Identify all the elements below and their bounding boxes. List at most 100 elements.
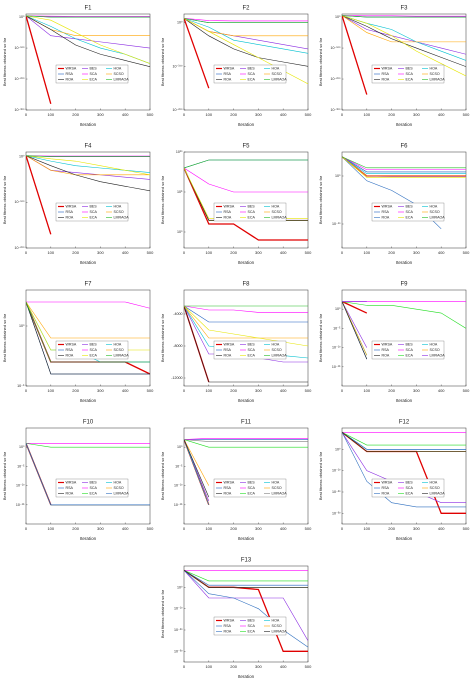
legend-label: LMRAOA — [114, 215, 130, 219]
y-tick-label: 10⁰ — [335, 307, 341, 311]
y-tick-label: 10⁻¹⁰ — [332, 346, 341, 350]
legend-label: SCSO — [272, 486, 282, 490]
legend-label: WRSA — [66, 480, 77, 484]
x-tick-label: 200 — [72, 250, 79, 255]
y-tick-label: 10⁻³⁰⁰ — [331, 108, 342, 112]
legend-label: BES — [90, 342, 98, 346]
y-tick-label: 10⁰ — [19, 155, 25, 159]
x-tick-label: 200 — [230, 526, 237, 531]
legend-label: HOA — [114, 480, 122, 484]
x-tick-label: 500 — [305, 250, 312, 255]
y-axis-label: Best fitness obtained so far — [318, 175, 323, 224]
y-axis-label: Best fitness obtained so far — [2, 451, 7, 500]
legend-label: SCA — [248, 348, 256, 352]
legend-label: LMRAOA — [114, 77, 130, 81]
legend-label: HOA — [114, 204, 122, 208]
y-tick-label: 10⁰ — [19, 15, 25, 19]
legend-label: ECA — [90, 215, 98, 219]
legend-label: HOA — [430, 480, 438, 484]
x-tick-label: 400 — [438, 250, 445, 255]
x-tick-label: 0 — [183, 664, 186, 669]
x-tick-label: 200 — [388, 250, 395, 255]
legend-label: LMRAOA — [430, 353, 446, 357]
legend-label: ROA — [66, 77, 74, 81]
x-tick-label: 300 — [413, 388, 420, 393]
x-tick-label: 500 — [147, 250, 154, 255]
x-tick-label: 0 — [25, 250, 28, 255]
x-tick-label: 300 — [97, 250, 104, 255]
legend-label: HOA — [272, 204, 280, 208]
chart-title: F3 — [400, 6, 408, 12]
legend-label: SCSO — [430, 210, 440, 214]
legend-label: HOA — [430, 66, 438, 70]
x-tick-label: 500 — [305, 112, 312, 117]
y-tick-label: 10⁰ — [335, 15, 341, 19]
legend-label: HOA — [272, 618, 280, 622]
legend-label: BES — [90, 204, 98, 208]
x-tick-label: 300 — [255, 526, 262, 531]
y-tick-label: 10⁻¹⁰⁰ — [173, 64, 184, 68]
legend-label: WRSA — [382, 66, 393, 70]
x-axis-label: Iteration — [80, 122, 97, 127]
legend-label: WRSA — [224, 204, 235, 208]
x-tick-label: 400 — [438, 526, 445, 531]
y-tick-label: 10⁻⁵ — [333, 326, 341, 330]
x-tick-label: 300 — [413, 526, 420, 531]
x-tick-label: 100 — [205, 526, 212, 531]
y-tick-label: 10⁻¹⁰ — [332, 222, 341, 226]
x-tick-label: 500 — [463, 388, 470, 393]
y-tick-label: 10⁰ — [177, 230, 183, 234]
legend-label: RSA — [224, 486, 232, 490]
legend-label: SCA — [406, 210, 414, 214]
legend-label: HOA — [272, 342, 280, 346]
y-axis-label: Best fitness obtained so far — [2, 175, 7, 224]
x-tick-label: 0 — [183, 250, 186, 255]
legend-label: SCA — [90, 348, 98, 352]
legend-label: LMRAOA — [272, 353, 288, 357]
legend-label: BES — [406, 342, 414, 346]
legend-label: WRSA — [382, 480, 393, 484]
x-axis-label: Iteration — [238, 260, 255, 265]
legend-label: WRSA — [224, 480, 235, 484]
x-tick-label: 200 — [230, 664, 237, 669]
y-tick-label: 10⁻¹⁰⁰ — [15, 46, 26, 50]
chart-title: F11 — [241, 420, 252, 426]
legend-label: ECA — [406, 491, 414, 495]
legend-label: BES — [248, 204, 256, 208]
x-tick-label: 200 — [230, 388, 237, 393]
chart-title: F2 — [242, 6, 250, 12]
y-tick-label: -8000 — [173, 344, 182, 348]
x-tick-label: 500 — [305, 388, 312, 393]
x-tick-label: 100 — [205, 250, 212, 255]
y-tick-label: 10⁻⁵ — [175, 464, 183, 468]
legend-label: ECA — [90, 353, 98, 357]
x-tick-label: 0 — [183, 388, 186, 393]
y-tick-label: 10⁻²⁰ — [174, 628, 183, 632]
legend-label: SCSO — [272, 348, 282, 352]
chart-title: F5 — [242, 144, 250, 150]
legend-label: RSA — [66, 72, 74, 76]
legend-label: BES — [406, 204, 414, 208]
legend-label: BES — [248, 618, 256, 622]
y-tick-label: 10⁻¹⁵ — [174, 503, 183, 507]
legend-label: ROA — [224, 353, 232, 357]
y-axis-label: Best fitness obtained so far — [160, 37, 165, 86]
y-tick-label: 10⁻²⁰⁰ — [15, 77, 26, 81]
plot-area — [184, 566, 308, 662]
x-tick-label: 400 — [438, 388, 445, 393]
legend-label: WRSA — [224, 342, 235, 346]
legend-label: BES — [248, 480, 256, 484]
legend-label: LMRAOA — [272, 215, 288, 219]
legend-label: HOA — [430, 204, 438, 208]
y-tick-label: 10⁰ — [335, 174, 341, 178]
legend-label: RSA — [224, 624, 232, 628]
